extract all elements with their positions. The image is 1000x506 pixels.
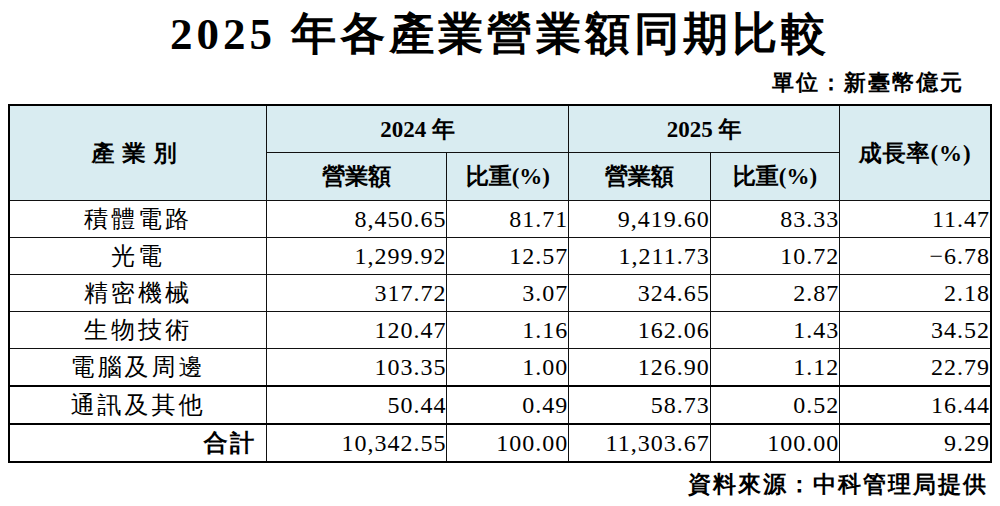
industry-name: 生物技術 [9, 312, 266, 349]
table-row-opto: 光電 1,299.92 12.57 1,211.73 10.72 −6.78 [9, 238, 991, 275]
source-label: 資料來源：中科管理局提供 [688, 469, 988, 500]
revenue-2025: 126.90 [569, 349, 710, 387]
table-row-communications: 通訊及其他 50.44 0.49 58.73 0.52 16.44 [9, 386, 991, 424]
col-group-2025: 2025 年 [569, 105, 840, 153]
industry-comparison-table: 產業別 2024 年 2025 年 成長率(%) 營業額 比重(%) 營業額 比… [8, 104, 992, 463]
revenue-2025: 58.73 [569, 386, 710, 424]
total-label: 合計 [9, 424, 266, 462]
table-row-computers: 電腦及周邊 103.35 1.00 126.90 1.12 22.79 [9, 349, 991, 387]
revenue-2024: 317.72 [266, 275, 447, 312]
share-2024: 81.71 [447, 201, 569, 238]
revenue-2025: 9,419.60 [569, 201, 710, 238]
revenue-2025: 324.65 [569, 275, 710, 312]
share-2024: 12.57 [447, 238, 569, 275]
col-header-revenue-2024: 營業額 [266, 153, 447, 201]
col-header-share-2025: 比重(%) [710, 153, 840, 201]
share-2024: 1.00 [447, 349, 569, 387]
col-header-share-2024: 比重(%) [447, 153, 569, 201]
revenue-2025: 1,211.73 [569, 238, 710, 275]
total-revenue-2024: 10,342.55 [266, 424, 447, 462]
page-title: 2025 年各產業營業額同期比較 [0, 4, 1000, 64]
col-header-growth: 成長率(%) [840, 105, 991, 201]
industry-name: 精密機械 [9, 275, 266, 312]
total-share-2025: 100.00 [710, 424, 840, 462]
col-header-revenue-2025: 營業額 [569, 153, 710, 201]
growth-rate: −6.78 [840, 238, 991, 275]
revenue-2024: 120.47 [266, 312, 447, 349]
share-2025: 0.52 [710, 386, 840, 424]
revenue-2024: 103.35 [266, 349, 447, 387]
share-2024: 0.49 [447, 386, 569, 424]
col-header-industry: 產業別 [9, 105, 266, 201]
revenue-2024: 8,450.65 [266, 201, 447, 238]
share-2025: 2.87 [710, 275, 840, 312]
total-revenue-2025: 11,303.67 [569, 424, 710, 462]
table-row-ic: 積體電路 8,450.65 81.71 9,419.60 83.33 11.47 [9, 201, 991, 238]
table-row-precision-machinery: 精密機械 317.72 3.07 324.65 2.87 2.18 [9, 275, 991, 312]
growth-rate: 11.47 [840, 201, 991, 238]
total-share-2024: 100.00 [447, 424, 569, 462]
growth-rate: 22.79 [840, 349, 991, 387]
growth-rate: 34.52 [840, 312, 991, 349]
share-2025: 1.43 [710, 312, 840, 349]
share-2025: 10.72 [710, 238, 840, 275]
share-2024: 3.07 [447, 275, 569, 312]
table-row-total: 合計 10,342.55 100.00 11,303.67 100.00 9.2… [9, 424, 991, 462]
col-group-2024: 2024 年 [266, 105, 568, 153]
industry-name: 積體電路 [9, 201, 266, 238]
industry-name: 電腦及周邊 [9, 349, 266, 387]
growth-rate: 2.18 [840, 275, 991, 312]
table-row-biotech: 生物技術 120.47 1.16 162.06 1.43 34.52 [9, 312, 991, 349]
industry-name: 光電 [9, 238, 266, 275]
total-growth-rate: 9.29 [840, 424, 991, 462]
page: 2025 年各產業營業額同期比較 單位：新臺幣億元 產業別 2024 年 202… [0, 0, 1000, 506]
revenue-2025: 162.06 [569, 312, 710, 349]
industry-name: 通訊及其他 [9, 386, 266, 424]
share-2025: 83.33 [710, 201, 840, 238]
header-row-groups: 產業別 2024 年 2025 年 成長率(%) [9, 105, 991, 153]
share-2024: 1.16 [447, 312, 569, 349]
growth-rate: 16.44 [840, 386, 991, 424]
revenue-2024: 50.44 [266, 386, 447, 424]
unit-label: 單位：新臺幣億元 [772, 68, 964, 98]
share-2025: 1.12 [710, 349, 840, 387]
revenue-2024: 1,299.92 [266, 238, 447, 275]
